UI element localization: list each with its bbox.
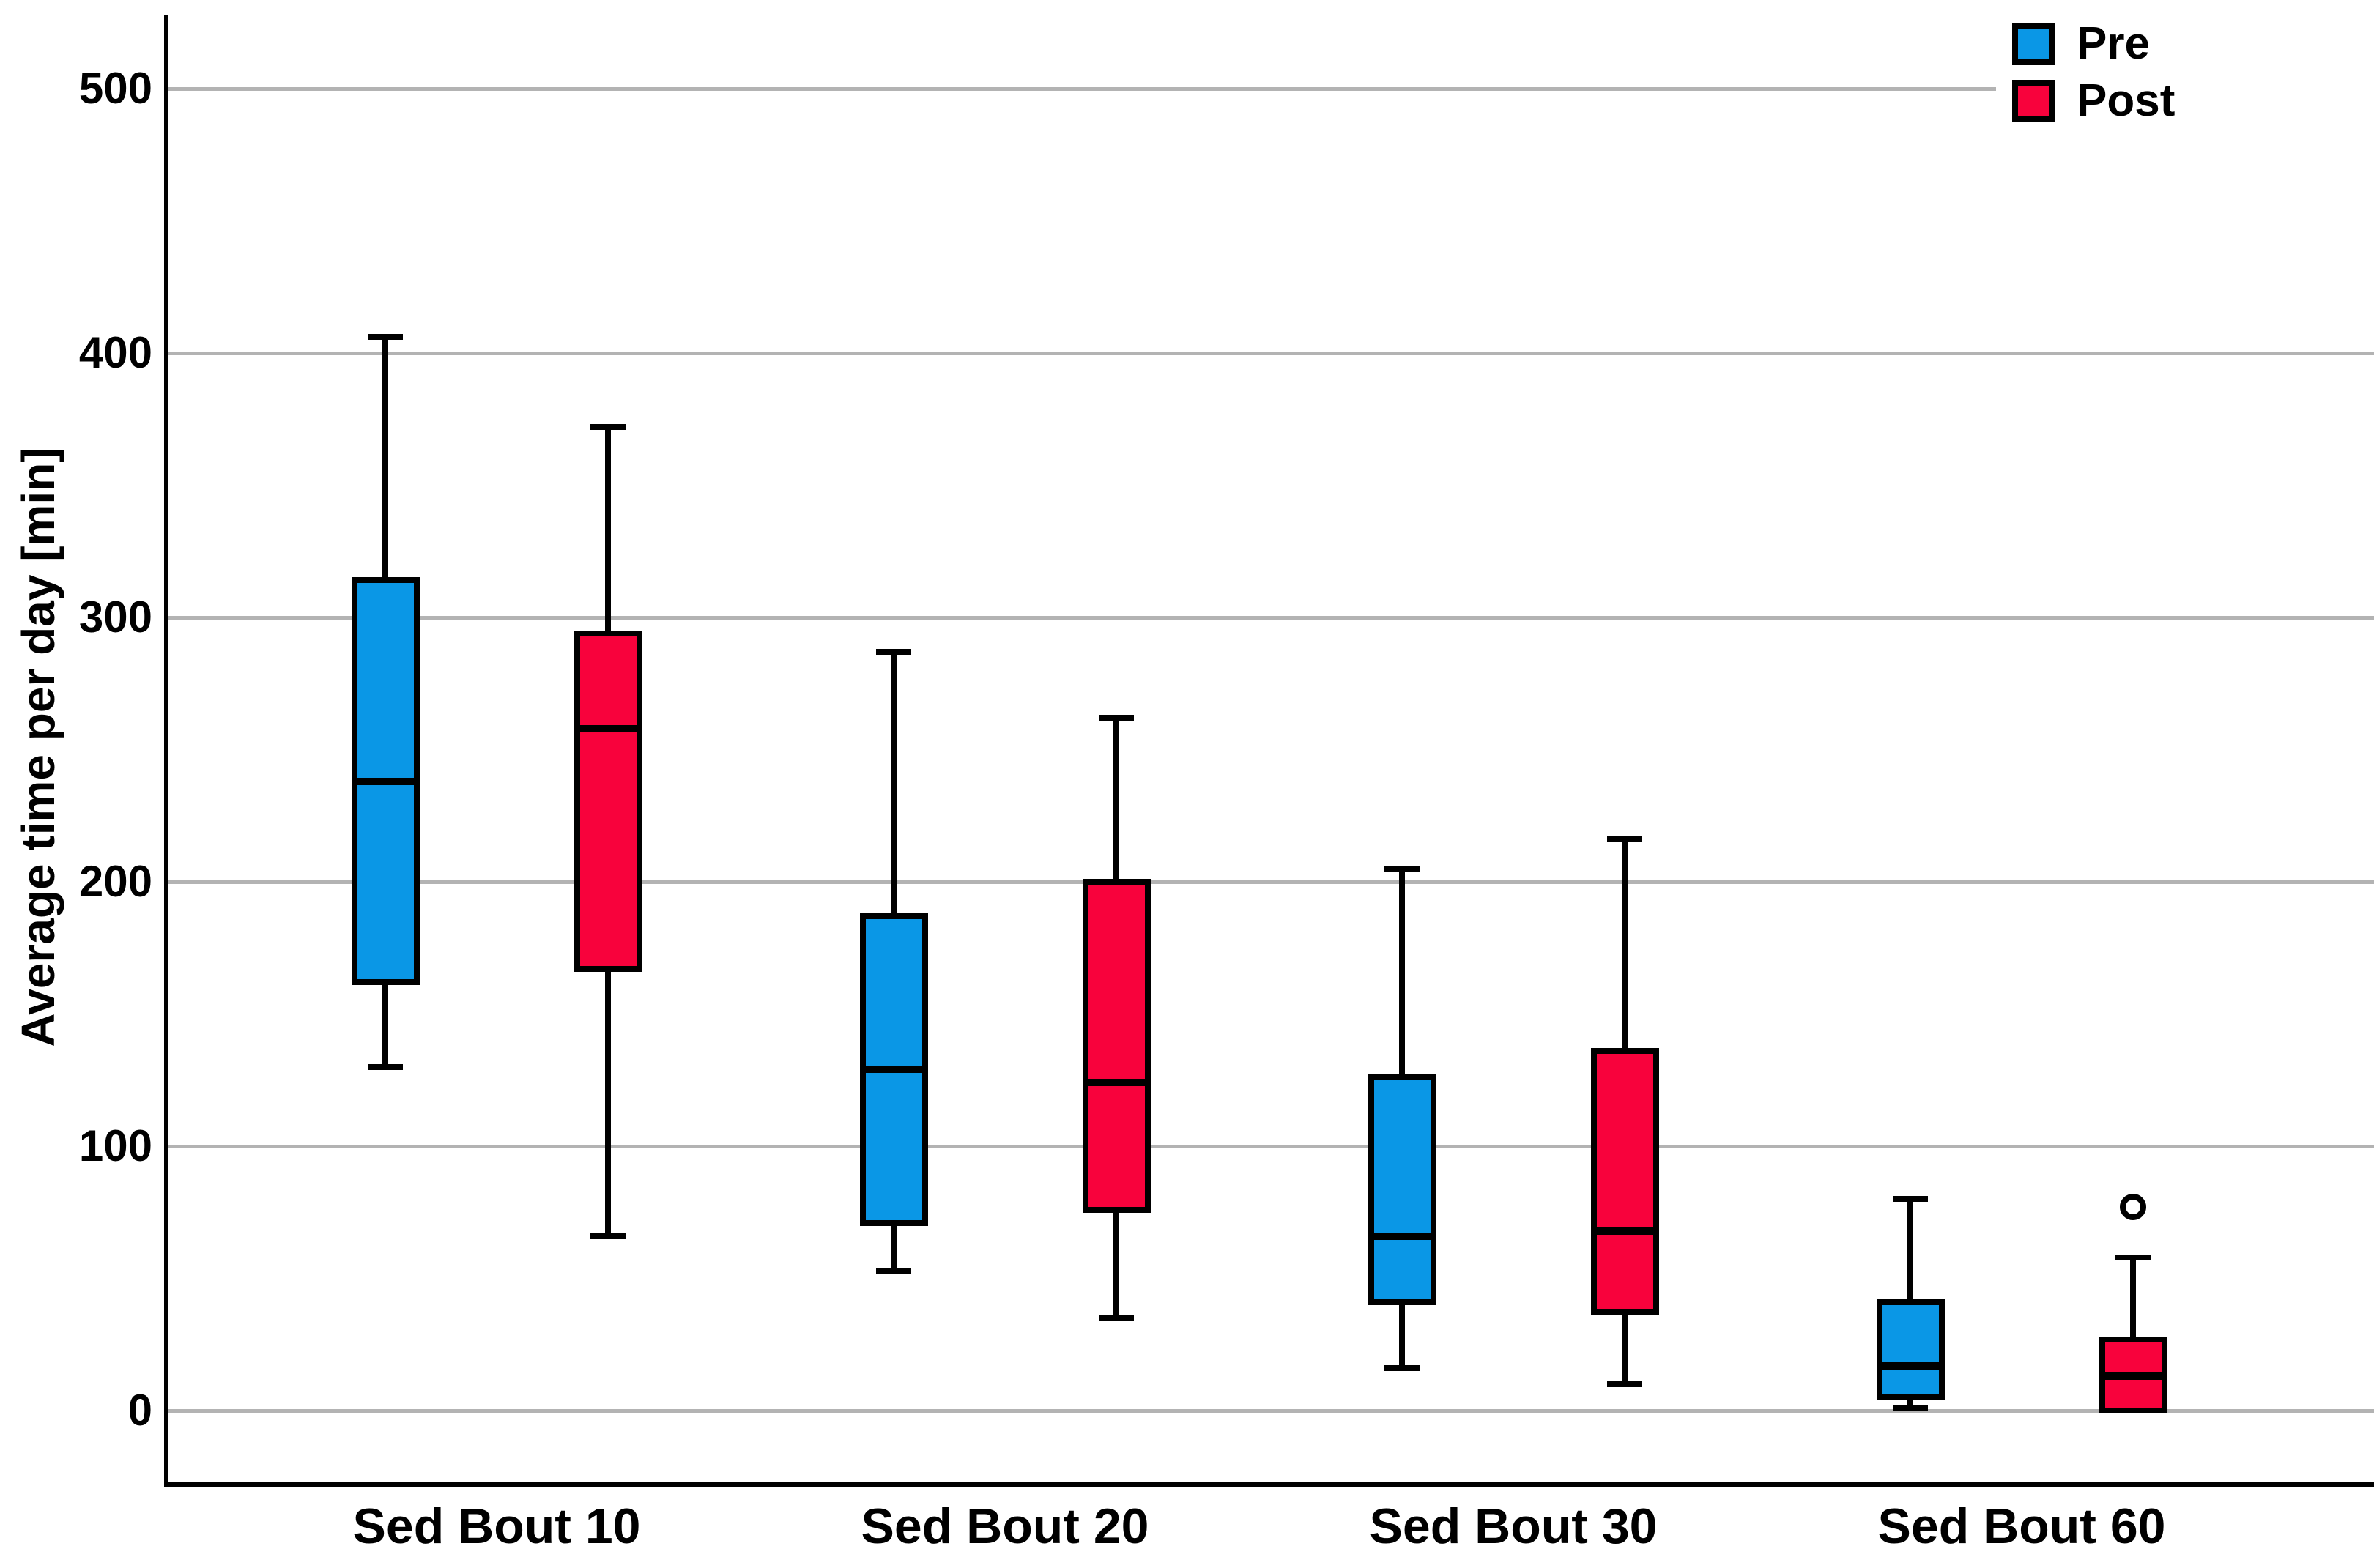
whisker-upper-post-1 [605,427,611,633]
box-pre-3 [1368,1074,1436,1305]
whisker-cap-min-post-2 [1099,1315,1134,1321]
whisker-cap-max-pre-4 [1893,1196,1928,1202]
whisker-cap-min-pre-3 [1384,1365,1420,1371]
whisker-cap-max-pre-1 [368,334,403,340]
whisker-lower-post-1 [605,969,611,1236]
x-category-label-2: Sed Bout 20 [861,1498,1149,1554]
median-pre-2 [859,1066,928,1073]
whisker-upper-pre-1 [382,337,388,580]
median-post-2 [1082,1079,1151,1086]
x-category-label-4: Sed Bout 60 [1877,1498,2166,1554]
whisker-lower-pre-3 [1399,1302,1405,1368]
y-axis-title: Average time per day [min] [12,447,64,1047]
outlier-post-4-1 [2120,1194,2146,1220]
whisker-cap-min-pre-2 [876,1268,911,1274]
y-tick-label-500: 500 [78,64,152,113]
box-post-2 [1082,879,1151,1213]
median-post-3 [1590,1227,1659,1235]
gridline-200 [166,880,2374,884]
whisker-cap-min-pre-4 [1893,1405,1928,1411]
whisker-cap-min-post-3 [1607,1381,1642,1387]
whisker-lower-post-3 [1622,1312,1628,1384]
y-axis-line [164,15,168,1487]
whisker-upper-post-2 [1113,718,1119,882]
median-pre-1 [351,778,420,785]
whisker-cap-min-pre-1 [368,1064,403,1070]
y-tick-label-300: 300 [78,592,152,642]
legend-label-post: Post [2077,75,2175,126]
whisker-cap-max-pre-2 [876,649,911,655]
gridline-500 [166,87,2374,91]
whisker-lower-pre-2 [891,1223,897,1271]
box-pre-4 [1876,1299,1945,1400]
y-tick-label-0: 0 [127,1386,152,1435]
median-post-1 [574,725,642,732]
whisker-upper-post-3 [1622,839,1628,1051]
median-post-4 [2099,1372,2167,1380]
whisker-upper-pre-2 [891,652,897,916]
x-axis-line [164,1482,2374,1487]
whisker-upper-pre-4 [1907,1199,1913,1302]
whisker-cap-max-pre-3 [1384,866,1420,872]
whisker-lower-pre-4 [1907,1397,1913,1408]
gridline-100 [166,1145,2374,1148]
whisker-lower-post-2 [1113,1210,1119,1318]
median-pre-3 [1368,1233,1436,1240]
whisker-lower-pre-1 [382,982,388,1067]
gridline-300 [166,616,2374,620]
y-tick-label-400: 400 [78,328,152,377]
whisker-upper-post-4 [2130,1257,2136,1340]
whisker-cap-min-post-1 [590,1233,626,1239]
whisker-cap-max-post-3 [1607,836,1642,842]
legend-item-post: Post [2012,75,2374,126]
whisker-cap-max-post-2 [1099,715,1134,721]
box-post-3 [1590,1048,1659,1315]
gridline-400 [166,352,2374,355]
median-pre-4 [1876,1362,1945,1370]
box-post-1 [574,631,642,972]
x-category-label-3: Sed Bout 30 [1369,1498,1658,1554]
legend-label-pre: Pre [2077,18,2150,69]
y-tick-label-200: 200 [78,857,152,906]
x-category-label-1: Sed Bout 10 [352,1498,641,1554]
y-tick-label-100: 100 [78,1121,152,1170]
pre-color-swatch [2012,23,2055,65]
whisker-cap-max-post-4 [2115,1255,2151,1260]
whisker-upper-pre-3 [1399,869,1405,1077]
legend-item-pre: Pre [2012,18,2374,69]
post-color-swatch [2012,80,2055,122]
whisker-cap-max-post-1 [590,424,626,430]
legend: Pre Post [1996,6,2374,138]
gridline-0 [166,1409,2374,1413]
